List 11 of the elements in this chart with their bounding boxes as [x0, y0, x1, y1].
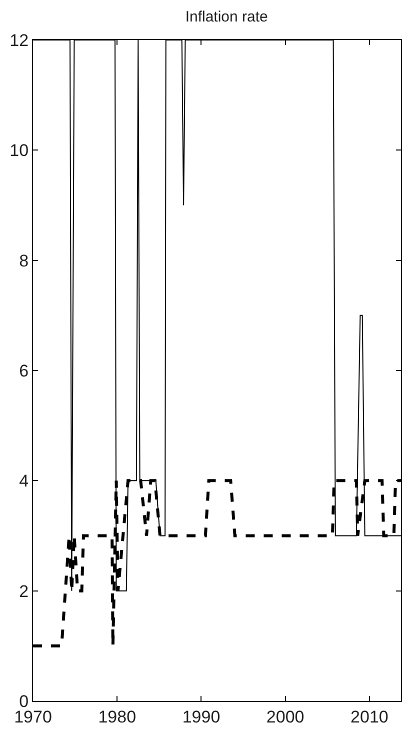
x-tick-label: 2000 [266, 707, 304, 726]
y-tick-label: 4 [19, 472, 29, 491]
chart-title: Inflation rate [185, 8, 268, 26]
y-tick-label: 12 [10, 30, 29, 50]
y-tick-label: 8 [19, 251, 29, 270]
y-tick-label: 10 [10, 141, 29, 160]
x-tick-label: 1990 [182, 707, 220, 726]
x-tick-label: 2010 [350, 707, 388, 726]
x-tick-label: 1980 [98, 707, 136, 726]
y-tick-label: 2 [19, 582, 29, 601]
y-tick-label: 6 [19, 361, 29, 380]
